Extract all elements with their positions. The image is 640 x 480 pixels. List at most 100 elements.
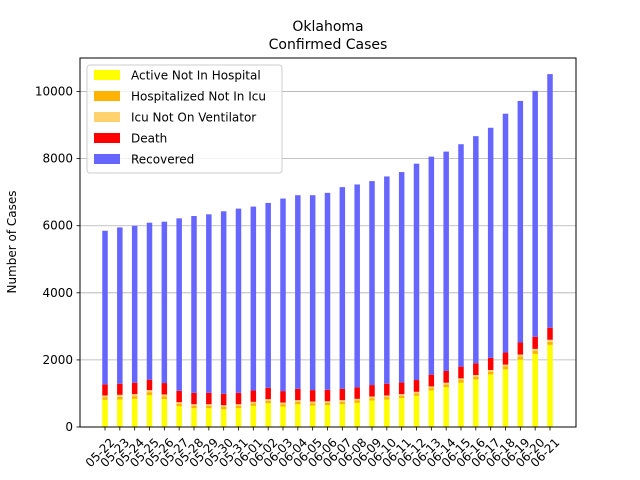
bar-segment [517, 342, 524, 355]
bar-segment [458, 380, 464, 383]
bar-segment [458, 378, 464, 381]
bar-segment [339, 404, 346, 427]
bar-segment [473, 363, 479, 376]
bar-segment [398, 382, 405, 395]
legend-label: Recovered [131, 153, 194, 167]
bar-segment [547, 339, 553, 342]
bar-segment [295, 401, 301, 405]
bar-segment [384, 395, 390, 398]
bar-segment [265, 403, 271, 427]
bar-segment [280, 402, 286, 405]
bar-segment [532, 353, 538, 427]
legend-label: Icu Not On Ventilator [131, 111, 256, 125]
bar-segment [324, 402, 331, 406]
bar-segment [458, 144, 464, 367]
bar-segment [487, 127, 494, 358]
legend-label: Death [131, 132, 167, 146]
bar-segment [384, 397, 390, 400]
bar-segment [428, 374, 435, 387]
bar-segment [339, 187, 346, 389]
x-axis: 05-2205-2305-2405-2505-2605-2705-2805-29… [83, 427, 562, 470]
bar-segment [369, 181, 375, 386]
y-tick-label: 2000 [42, 353, 73, 367]
bar-segment [384, 399, 390, 427]
bar-segment [502, 364, 509, 367]
bar-segment [176, 402, 182, 404]
y-axis-label: Number of Cases [5, 190, 19, 293]
y-tick-label: 6000 [42, 219, 73, 233]
bar-segment [191, 408, 197, 427]
bar-segment [354, 402, 360, 427]
bar-segment [176, 390, 182, 403]
bar-segment [413, 395, 420, 427]
bar-segment [487, 371, 494, 375]
bar-segment [280, 406, 286, 427]
bar-segment [220, 405, 227, 407]
bar-segment [250, 403, 257, 406]
bar-segment [324, 192, 331, 390]
bar-segment [398, 395, 405, 399]
bar-segment [354, 398, 360, 401]
bar-segment [117, 383, 123, 395]
bar-segment [532, 350, 538, 354]
bar-segment [473, 379, 479, 427]
bar-segment [191, 405, 197, 409]
bar-segment [547, 341, 553, 345]
bar-segment [339, 388, 346, 401]
bar-segment [102, 384, 108, 396]
chart-title: Oklahoma [292, 19, 363, 35]
bar-segment [280, 198, 286, 392]
bar-segment [117, 394, 123, 397]
bar-segment [102, 230, 108, 385]
bar-segment [235, 404, 242, 406]
bar-segment [235, 408, 242, 427]
bar-segment [428, 388, 435, 391]
chart-subtitle: Confirmed Cases [269, 37, 388, 53]
y-tick-label: 10000 [35, 85, 73, 99]
bar-segment [487, 374, 494, 427]
bar-segment [131, 225, 138, 383]
bar-segment [443, 151, 449, 371]
bar-segment [502, 113, 509, 353]
y-tick-label: 8000 [42, 152, 73, 166]
bar-segment [146, 395, 153, 427]
bar-segment [517, 356, 524, 360]
bar-segment [250, 390, 257, 402]
bar-segment [117, 227, 123, 384]
bar-segment [369, 396, 375, 399]
bar-segment [131, 396, 138, 399]
bar-segment [161, 399, 168, 427]
bar-segment [532, 90, 538, 337]
y-tick-label: 0 [65, 420, 73, 434]
bar-segment [191, 215, 197, 393]
bar-segment [235, 392, 242, 405]
legend-box [86, 64, 283, 174]
bar-segment [176, 406, 182, 427]
bar-segment [369, 400, 375, 427]
bar-segment [384, 383, 390, 396]
bar-segment [369, 385, 375, 397]
legend-swatch [94, 154, 120, 164]
bar-segment [547, 327, 553, 340]
bar-segment [547, 74, 553, 328]
bar-segment [280, 404, 286, 407]
bar-segment [473, 136, 479, 364]
bar-segment [398, 172, 405, 383]
y-tick-label: 4000 [42, 286, 73, 300]
bar-segment [265, 202, 271, 388]
bar-layer [102, 74, 553, 427]
bar-segment [295, 400, 301, 402]
bar-segment [250, 206, 257, 391]
bar-segment [295, 404, 301, 427]
bar-segment [131, 382, 138, 395]
bar-segment [117, 396, 123, 400]
bar-segment [473, 376, 479, 380]
bar-segment [176, 403, 182, 407]
bar-segment [443, 370, 449, 383]
bar-segment [191, 392, 197, 405]
plot-frame [79, 57, 577, 428]
bar-segment [458, 382, 464, 427]
bar-segment [250, 405, 257, 427]
bar-segment [161, 383, 168, 395]
bar-segment [265, 387, 271, 400]
